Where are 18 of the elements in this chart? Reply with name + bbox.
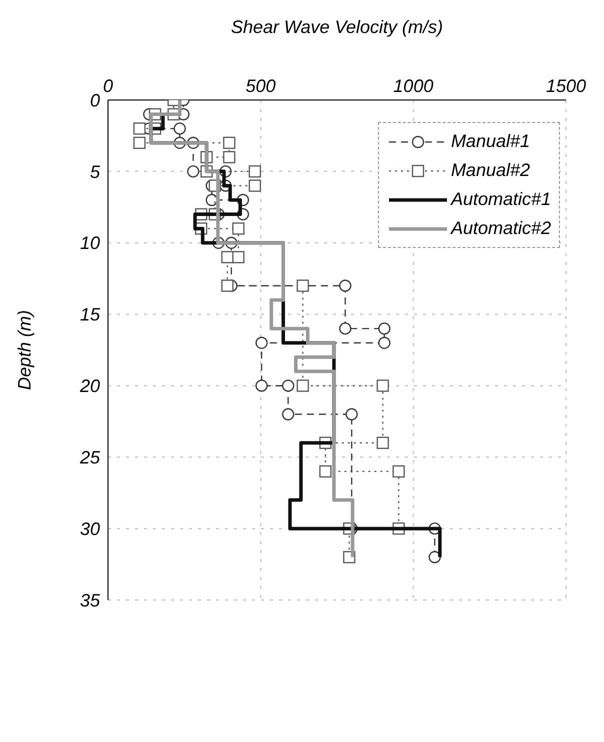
y-tick-label: 10 [80, 233, 100, 254]
y-tick-label: 30 [80, 518, 100, 539]
legend-label: Manual#2 [450, 160, 530, 181]
legend-label: Automatic#1 [450, 189, 551, 210]
x-tick-label: 1500 [546, 76, 586, 96]
legend-label: Manual#1 [450, 131, 530, 152]
y-tick-label: 0 [90, 90, 100, 110]
x-tick-label: 500 [246, 76, 276, 96]
legend-label: Automatic#2 [450, 218, 551, 239]
y-tick-label: 35 [80, 590, 101, 610]
x-axis-title: Shear Wave Velocity (m/s) [230, 16, 444, 37]
y-tick-label: 5 [90, 162, 101, 182]
x-tick-label: 0 [102, 76, 114, 96]
y-tick-label: 25 [78, 448, 101, 468]
y-tick-label: 15 [80, 304, 101, 325]
y-tick-label: 20 [78, 376, 100, 396]
y-axis-title: Depth (m) [14, 310, 34, 390]
x-tick-label: 1000 [393, 76, 434, 96]
